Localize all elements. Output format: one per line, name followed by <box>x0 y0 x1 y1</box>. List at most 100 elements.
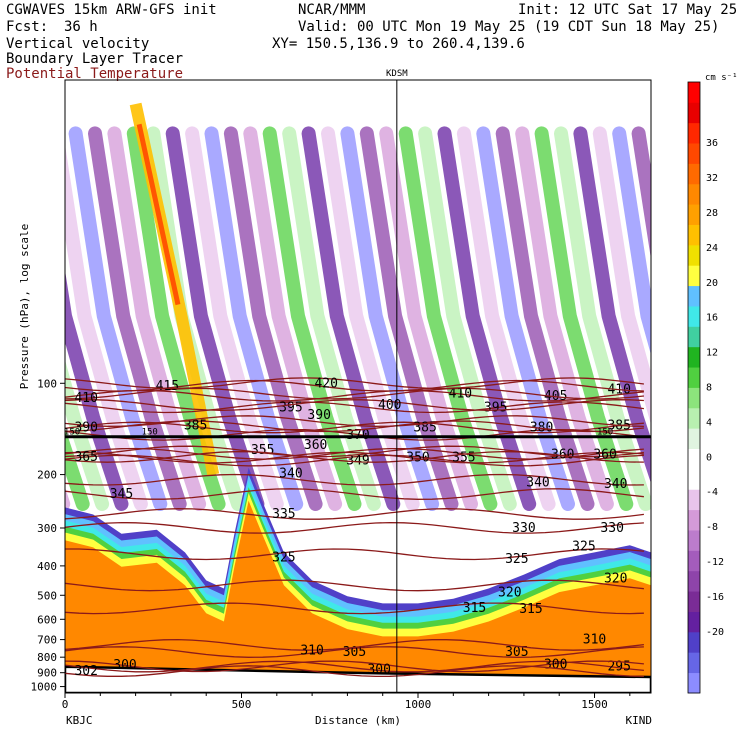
colorbar-unit: cm s⁻¹ <box>705 73 738 83</box>
wave-band <box>204 126 304 511</box>
colorbar-cell <box>688 652 700 674</box>
colorbar-label: -16 <box>706 592 724 603</box>
colorbar-label: 4 <box>706 417 712 428</box>
y-tick-label: 800 <box>37 651 57 664</box>
wave-band <box>476 126 575 511</box>
theta-label: 385 <box>607 419 630 434</box>
x-axis-label: Distance (km) <box>315 714 401 727</box>
colorbar-cell <box>688 285 700 307</box>
theta-line-410 <box>65 387 644 400</box>
wave-band <box>456 126 556 511</box>
theta-label: 410 <box>74 391 97 406</box>
colorbar-cell <box>688 224 700 246</box>
wave-band <box>65 427 90 511</box>
theta-line-345 <box>65 488 644 500</box>
theta-line-350 <box>65 451 644 464</box>
y-tick-label: 1000 <box>31 681 58 694</box>
theta-line-365 <box>65 450 644 463</box>
colorbar-cell <box>688 163 700 185</box>
y-tick-label: 700 <box>37 634 57 647</box>
colorbar-label: 28 <box>706 208 718 219</box>
theta-label: 420 <box>314 376 337 391</box>
colorbar-cell <box>688 102 700 124</box>
x-tick-label: 1500 <box>581 698 608 711</box>
theta-line-349 <box>65 454 644 467</box>
theta-line-300 <box>65 660 644 673</box>
theta-label: 325 <box>272 550 295 565</box>
colorbar-cell <box>688 183 700 205</box>
x-tick-label: 1000 <box>405 698 432 711</box>
theta-line-395 <box>65 401 644 414</box>
colorbar-label: -20 <box>706 627 724 638</box>
theta-label: 395 <box>484 400 507 415</box>
colorbar-label: -8 <box>706 522 718 533</box>
y-tick-label: 600 <box>37 613 57 626</box>
theta-line-390 <box>65 415 644 428</box>
station-marker-label: KDSM <box>386 69 408 79</box>
theta-label: 315 <box>519 602 542 617</box>
tropopause-label: 150 <box>64 428 80 438</box>
colorbar-cell <box>688 631 700 653</box>
colorbar-label: 36 <box>706 138 718 149</box>
theta-label: 360 <box>593 448 616 463</box>
theta-line-330 <box>65 521 644 534</box>
wave-band <box>418 126 517 511</box>
wave-band <box>65 486 71 511</box>
colorbar-cell <box>688 570 700 592</box>
colorbar-label: -12 <box>706 557 724 568</box>
wave-band <box>573 126 651 484</box>
theta-line-315 <box>65 602 644 615</box>
colorbar-cell <box>688 143 700 164</box>
theta-label: 410 <box>449 386 472 401</box>
theta-label: 305 <box>343 645 366 660</box>
colorbar-label: 12 <box>706 348 718 359</box>
colorbar-label: 24 <box>706 243 718 254</box>
theta-label: 320 <box>604 571 627 586</box>
fcst-label: Fcst: <box>6 19 49 35</box>
wave-band <box>398 126 498 511</box>
wave-band <box>65 270 129 511</box>
wave-band <box>515 126 614 511</box>
theta-label: 310 <box>300 643 323 658</box>
theta-label: 355 <box>251 443 274 458</box>
theta-label: 340 <box>279 466 302 481</box>
theta-line-370 <box>65 428 644 441</box>
theta-label: 340 <box>526 475 549 490</box>
wave-band <box>223 126 323 511</box>
y-tick-label: 200 <box>37 469 57 482</box>
theta-label: 400 <box>378 398 401 413</box>
colorbar-cell <box>688 611 700 633</box>
fcst-value: 36 h <box>64 19 98 35</box>
wave-band <box>495 126 595 511</box>
theta-label: 365 <box>74 450 97 465</box>
colorbar-label: 16 <box>706 313 718 324</box>
colorbar-cell <box>688 82 700 103</box>
theta-label: 300 <box>544 657 567 672</box>
field-potential-temperature: Potential Temperature <box>6 66 184 82</box>
theta-label: 310 <box>583 633 606 648</box>
theta-line-355 <box>65 447 644 460</box>
x-tick-label: 0 <box>62 698 69 711</box>
colorbar: -20 -16 -12 -8 -4 0 4 8 12 16 20 24 28 32 36 cm s⁻¹ <box>687 73 738 694</box>
y-tick-label: 500 <box>37 589 57 602</box>
theta-label: 295 <box>607 660 630 675</box>
shaded-field <box>65 102 651 693</box>
y-tick-label: 400 <box>37 560 57 573</box>
theta-label: 340 <box>604 477 627 492</box>
colorbar-frame <box>687 81 701 694</box>
wave-band <box>65 359 110 511</box>
colorbar-cell <box>688 387 700 409</box>
theta-line-295 <box>65 660 644 673</box>
theta-label: 395 <box>279 400 302 415</box>
colorbar-label: 20 <box>706 278 718 289</box>
theta-line-305 <box>65 646 644 658</box>
field-vertical-velocity: Vertical velocity <box>6 36 150 52</box>
theta-line-360 <box>65 445 644 458</box>
theta-line-320 <box>65 579 644 592</box>
theta-line-405 <box>65 389 644 402</box>
theta-label: 305 <box>505 645 528 660</box>
theta-line-310 <box>65 638 644 651</box>
colorbar-label: 8 <box>706 383 712 394</box>
theta-line-385 <box>65 420 644 433</box>
theta-label: 330 <box>600 521 623 536</box>
